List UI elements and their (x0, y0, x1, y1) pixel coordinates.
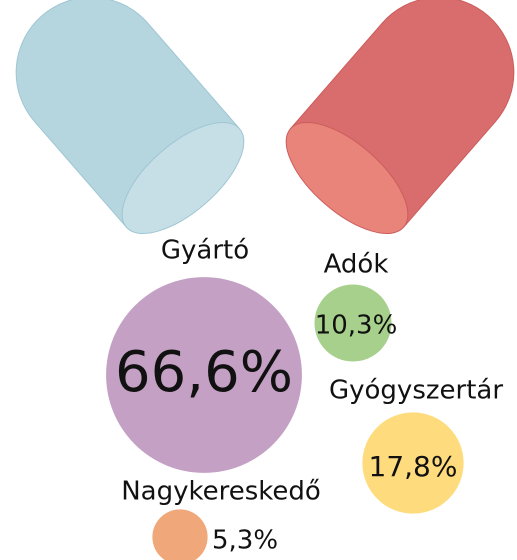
category-label: Gyógyszertár (329, 376, 503, 406)
pill-half-left (15, 0, 245, 234)
bubble (314, 284, 392, 362)
bubble (106, 277, 302, 473)
value-label: 17,8% (369, 450, 458, 483)
pill-cut (285, 122, 409, 234)
bubble (362, 412, 464, 514)
pill-half-right (285, 0, 515, 234)
category-label: Adók (324, 250, 389, 280)
value-label: 10,3% (315, 311, 398, 341)
value-label: 66,6% (115, 340, 293, 405)
bubble (152, 509, 208, 560)
pill-cut (121, 122, 245, 234)
category-label: Nagykereskedő (121, 477, 321, 507)
value-label: 5,3% (212, 526, 278, 556)
category-label: Gyártó (161, 236, 249, 266)
